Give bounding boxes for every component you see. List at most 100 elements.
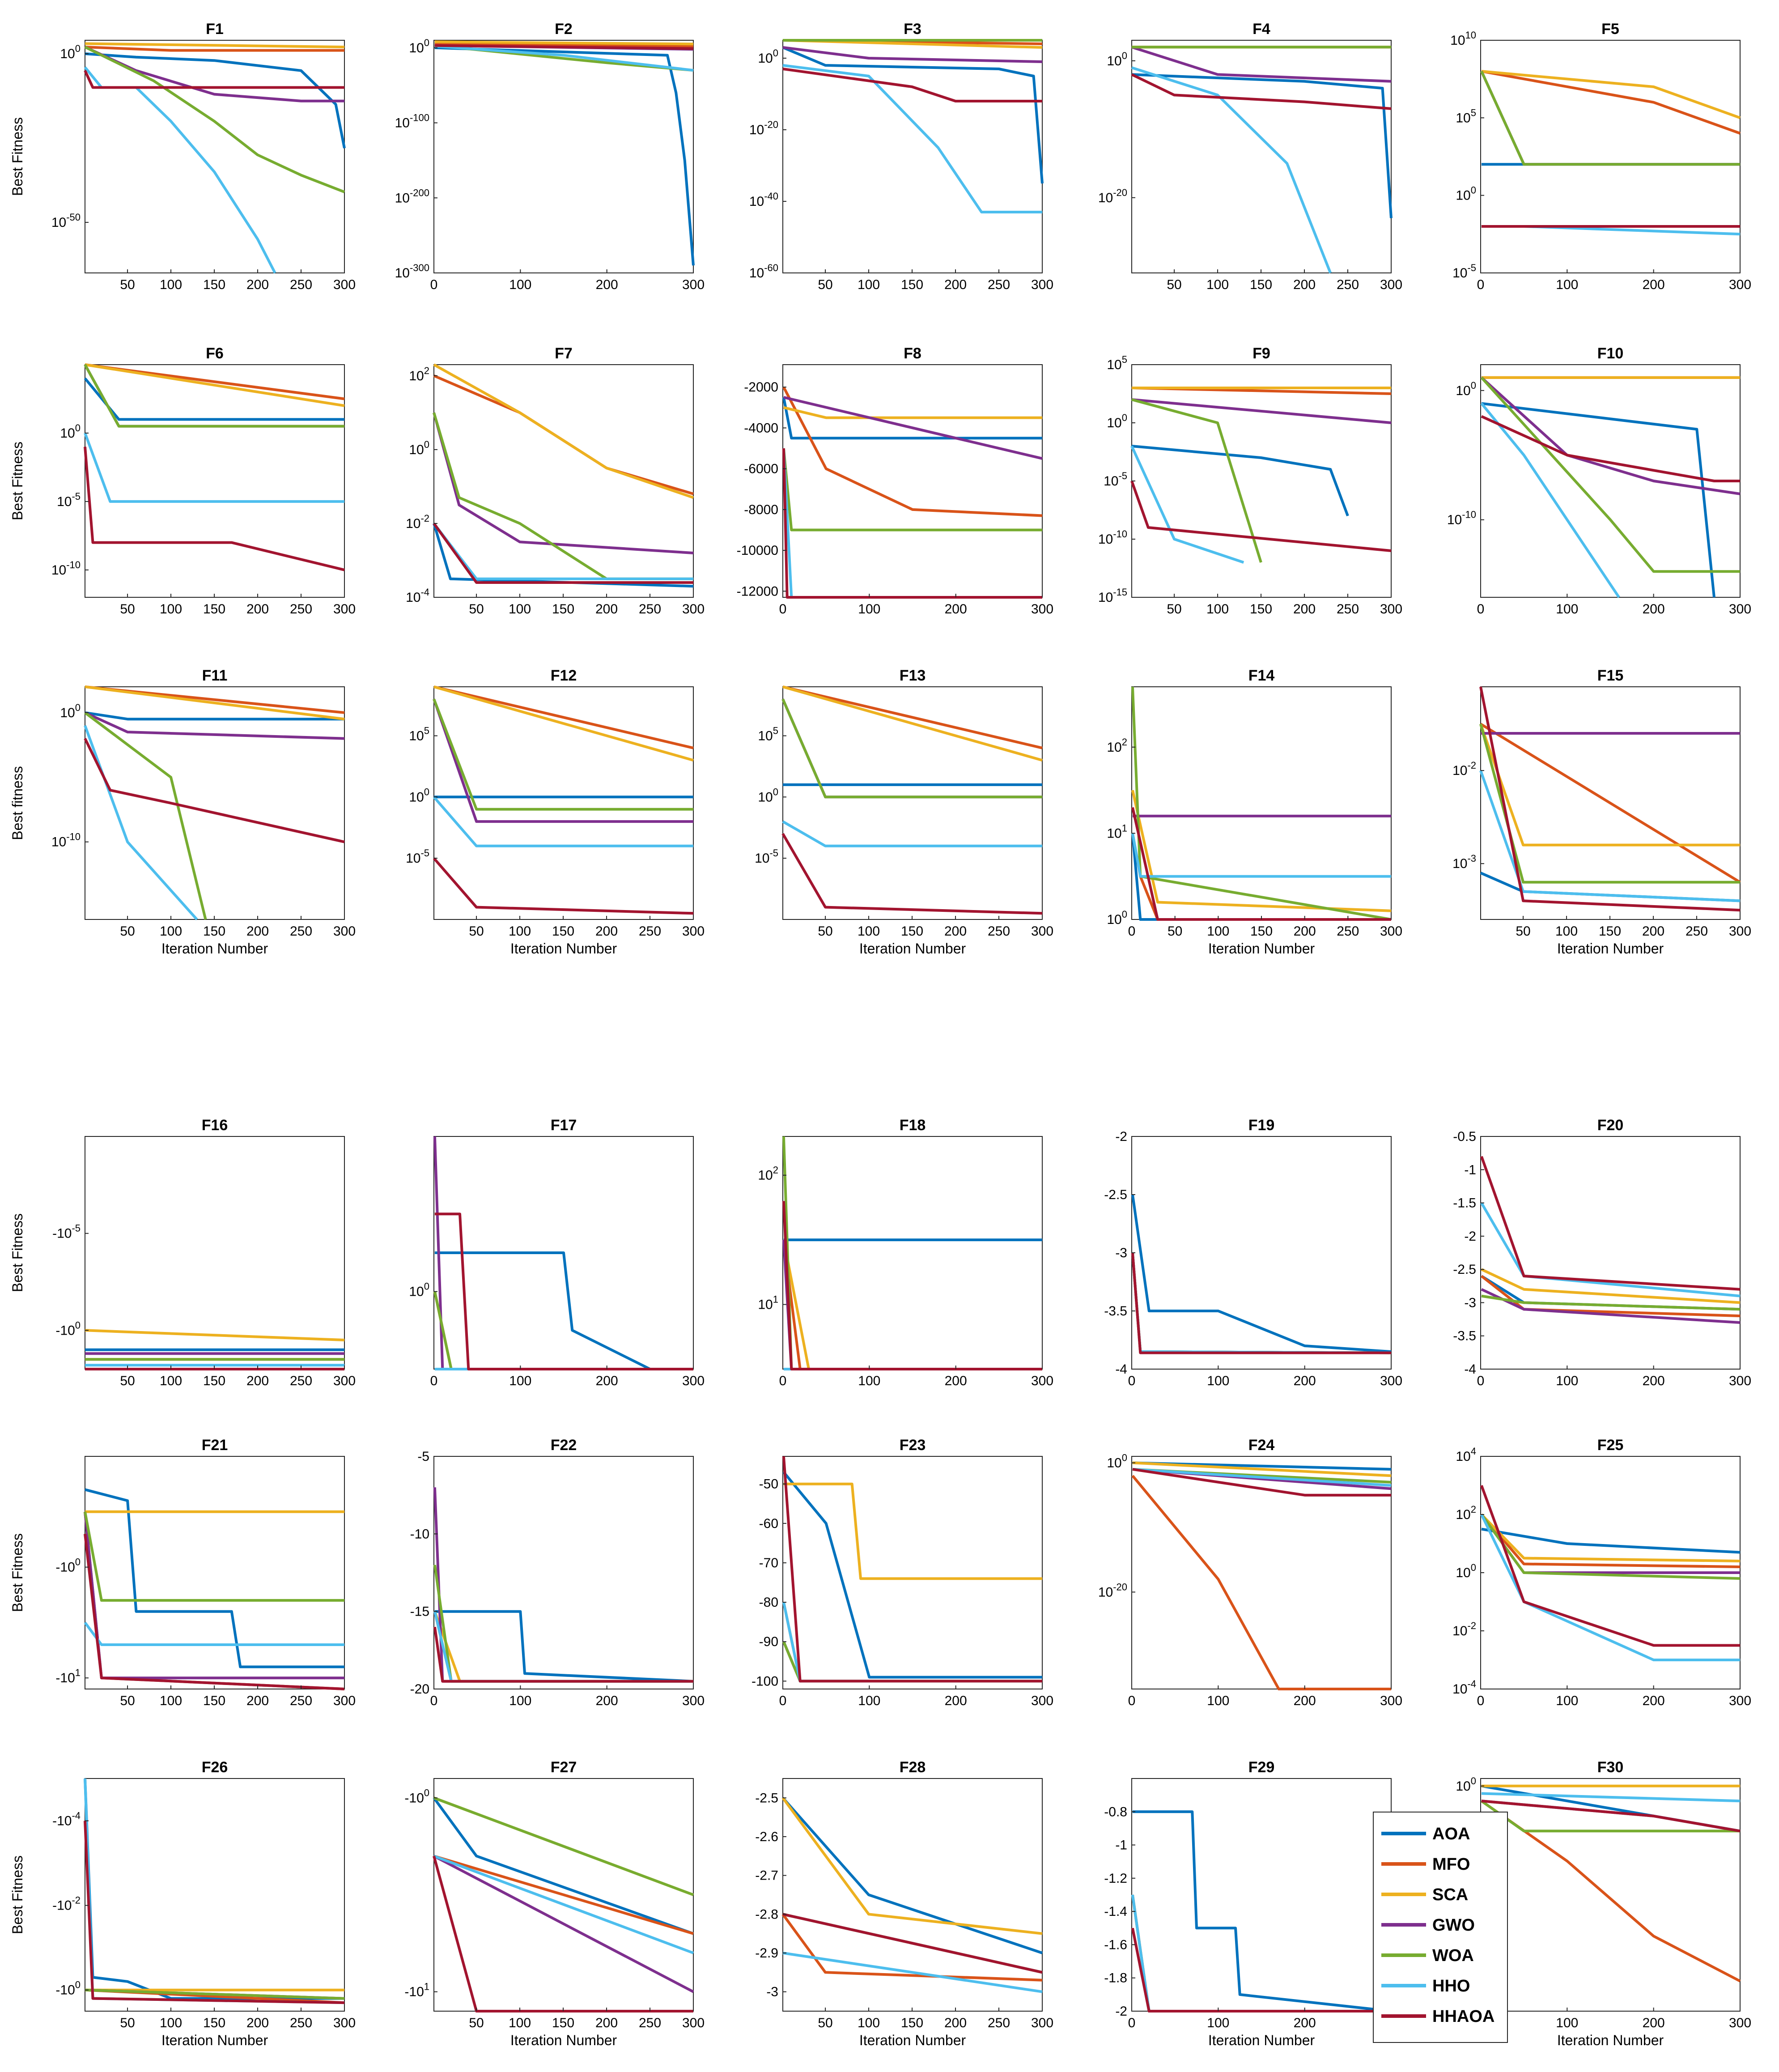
- y-tick-label: 100: [758, 47, 778, 66]
- subplot-f15: F15 50 100 150 200 250 300 10-2 10-3 Iteration Nu…: [1452, 667, 1751, 957]
- x-tick-label: 300: [1380, 277, 1402, 292]
- x-tick-label: 200: [1294, 1374, 1316, 1388]
- subplot-f22: F22 0 100 200 300 -5 -10 -15 -20: [410, 1437, 705, 1708]
- legend-label-woa: WOA: [1432, 1946, 1474, 1965]
- y-tick-label: -2.5: [1104, 1187, 1127, 1202]
- x-tick-label: 250: [290, 1374, 312, 1388]
- plot-area: [782, 1136, 1043, 1370]
- x-tick-label: 0: [430, 277, 438, 292]
- series-hho: [1132, 1468, 1392, 1487]
- x-tick-label: 250: [639, 2016, 661, 2030]
- series-woa: [84, 364, 344, 428]
- x-tick-label: 250: [988, 924, 1010, 939]
- x-tick-label: 50: [1167, 277, 1181, 292]
- x-tick-label: 200: [945, 1374, 967, 1388]
- y-tick-label: -2: [1115, 1129, 1127, 1144]
- y-tick-label: 100: [1456, 185, 1476, 203]
- x-axis-label: Iteration Number: [859, 940, 966, 957]
- y-tick-label: -1.6: [1104, 1937, 1127, 1952]
- x-tick-label: 200: [595, 924, 618, 939]
- subplot-title: F26: [202, 1759, 228, 1776]
- subplot-title: F13: [900, 667, 926, 684]
- subplot-title: F20: [1597, 1117, 1624, 1134]
- plot-area: [1480, 1136, 1741, 1370]
- series-sca: [1481, 1268, 1741, 1304]
- series-hho: [1480, 402, 1620, 598]
- x-tick-label: 50: [120, 1374, 135, 1388]
- plot-area: [782, 1456, 1043, 1689]
- y-tick-label: -2: [1115, 2004, 1127, 2019]
- y-tick-label: -2.5: [1453, 1262, 1476, 1277]
- plot-area: [85, 686, 345, 920]
- y-tick-label: 1010: [1450, 30, 1476, 48]
- legend-label-sca: SCA: [1432, 1885, 1468, 1904]
- x-tick-label: 200: [1643, 277, 1665, 292]
- series-hhaoa: [433, 857, 694, 915]
- series-hho: [434, 45, 694, 72]
- y-tick-label: -4: [1115, 1362, 1127, 1377]
- x-tick-label: 100: [160, 1374, 182, 1388]
- y-tick-label: -1.4: [1104, 1904, 1127, 1919]
- x-tick-label: 300: [1729, 277, 1751, 292]
- x-tick-label: 100: [1207, 2016, 1229, 2030]
- series-sca: [1132, 1461, 1392, 1477]
- y-tick-label: -12000: [737, 584, 778, 599]
- x-tick-label: 200: [1294, 1693, 1316, 1708]
- x-axis-label: Iteration Number: [510, 940, 617, 957]
- subplot-title: F28: [900, 1759, 926, 1776]
- plot-area: [433, 40, 694, 273]
- subplot-f19: F19 0 100 200 300 -2 -2.5 -3 -3.5 -4: [1104, 1117, 1402, 1388]
- y-tick-label: 10-2: [406, 513, 429, 531]
- x-tick-label: 300: [682, 602, 705, 617]
- plot-area: [85, 1136, 345, 1370]
- y-tick-label: -60: [759, 1516, 778, 1531]
- subplot-f1: F1 50 100 150 200 250 300 100 10-50 Best Fitness: [9, 21, 356, 292]
- y-tick-label: -10-4: [52, 1810, 81, 1829]
- subplot-f25: F25 0 100 200 300 104 102 100 10-2 10-4: [1452, 1437, 1751, 1708]
- subplot-title: F29: [1248, 1759, 1275, 1776]
- y-tick-label: -3: [1115, 1246, 1127, 1260]
- y-tick-label: 102: [409, 365, 429, 383]
- y-tick-label: -90: [759, 1634, 778, 1649]
- x-tick-label: 150: [1250, 602, 1272, 617]
- x-tick-label: 300: [682, 1374, 705, 1388]
- y-tick-label: -101: [55, 1667, 81, 1685]
- legend-box: [1373, 1812, 1508, 2043]
- y-tick-label: -2.6: [755, 1829, 778, 1844]
- x-tick-label: 300: [1031, 2016, 1053, 2030]
- series-sca: [433, 685, 694, 762]
- y-tick-label: -2.7: [755, 1868, 778, 1883]
- series-sca: [1481, 70, 1741, 119]
- x-tick-label: 100: [1206, 602, 1229, 617]
- subplot-title: F22: [551, 1437, 577, 1454]
- series-sca: [85, 685, 345, 721]
- series-gwo: [1481, 1288, 1741, 1324]
- y-tick-label: 100: [1107, 1452, 1127, 1470]
- y-tick-label: -15: [410, 1604, 429, 1619]
- plot-area: [1131, 1456, 1392, 1689]
- x-tick-label: 250: [639, 924, 661, 939]
- plot-area: [1131, 686, 1392, 920]
- y-tick-label: -4000: [744, 421, 778, 435]
- y-tick-label: 105: [409, 725, 429, 743]
- y-tick-label: -3: [766, 1985, 778, 2000]
- series-hhaoa: [84, 447, 345, 571]
- subplot-f6: F6 50 100 150 200 250 300 100 10-5 10-10 Best Fitn…: [9, 345, 356, 617]
- series-hho: [782, 1952, 1043, 1993]
- subplot-f16: F16 50 100 150 200 250 300 -10-5 -100 Best Fitnes…: [9, 1117, 356, 1388]
- y-tick-label: 100: [1456, 380, 1476, 398]
- x-tick-label: 50: [120, 2016, 135, 2030]
- series-hhaoa: [84, 1533, 345, 1690]
- series-mfo: [1481, 70, 1741, 135]
- y-tick-label: -101: [404, 1981, 429, 2000]
- series-woa: [1480, 376, 1740, 573]
- x-tick-label: 200: [1643, 1693, 1665, 1708]
- y-tick-label: 10-60: [749, 262, 778, 281]
- x-tick-label: 100: [1556, 2016, 1578, 2030]
- series-hhaoa: [1130, 480, 1392, 552]
- x-tick-label: 100: [160, 277, 182, 292]
- series-aoa: [84, 377, 344, 421]
- x-tick-label: 300: [333, 924, 356, 939]
- series-hhaoa: [84, 70, 344, 89]
- legend-label-aoa: AOA: [1432, 1825, 1470, 1843]
